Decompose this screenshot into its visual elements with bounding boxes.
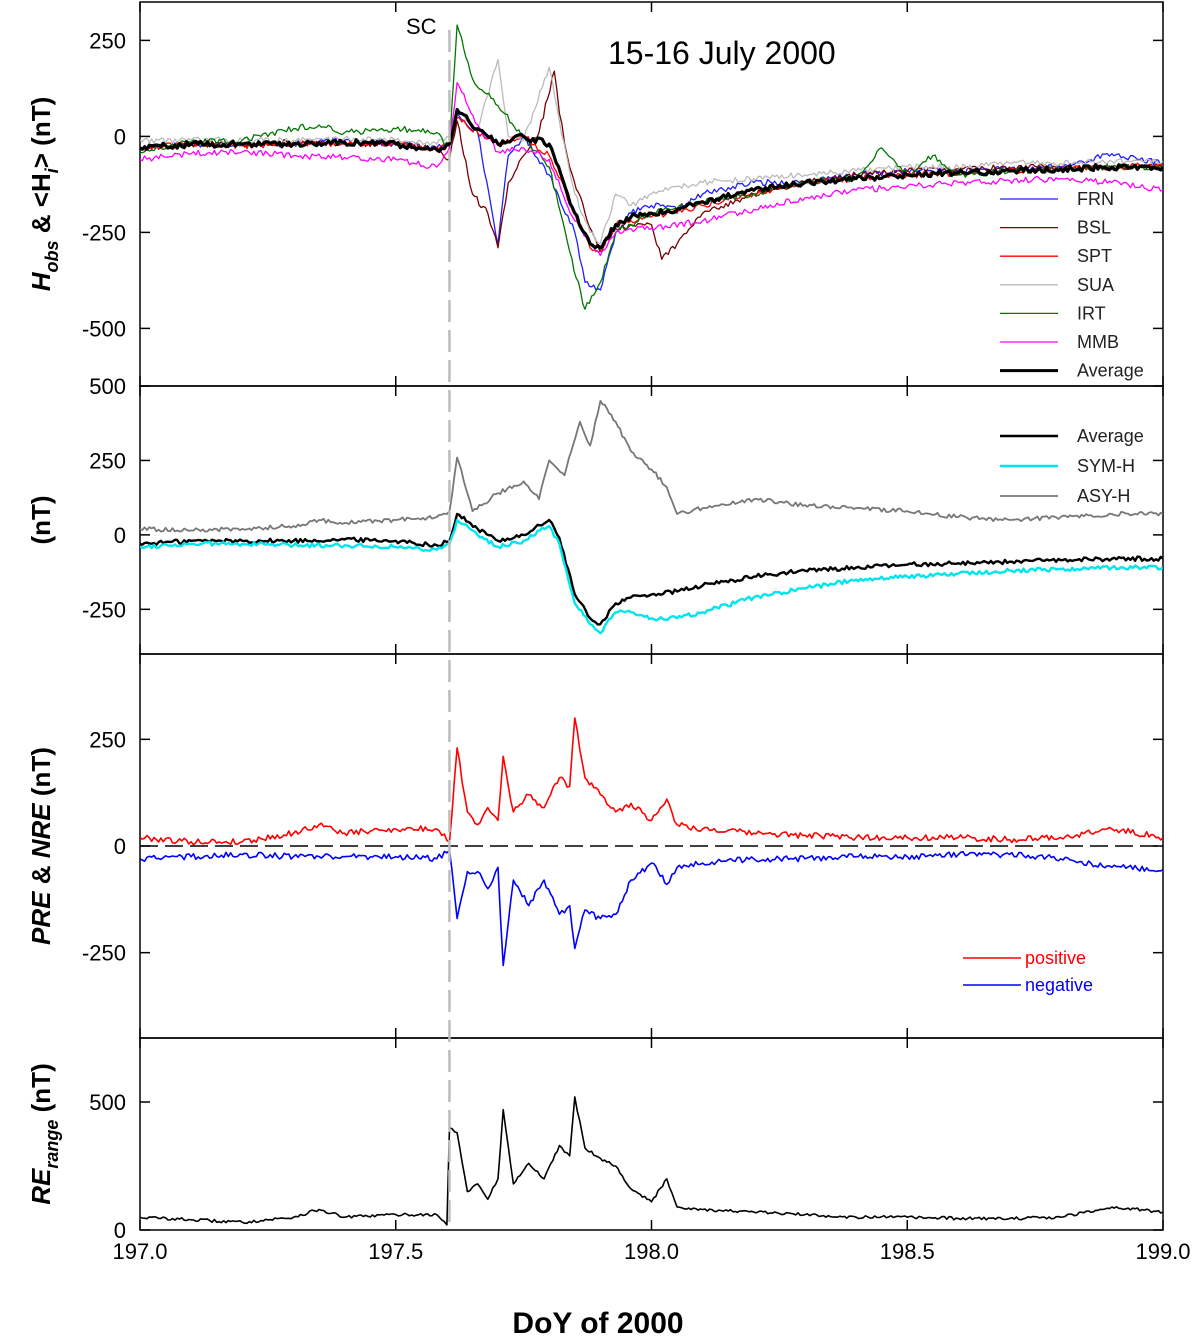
legend-label-irt: IRT (1077, 303, 1106, 323)
ylabel-bottom-main: RE (26, 1168, 56, 1205)
y-axis-second: 500 250 0 -250 (82, 374, 1163, 622)
legend-label-sua: SUA (1077, 275, 1114, 295)
y-tick-label: 250 (89, 727, 126, 752)
ylabel-third-b: NRE (26, 803, 56, 859)
series-line-3-range (140, 1096, 1163, 1226)
series-line-0-spt (140, 116, 1163, 253)
series-line-1-sym-h (140, 518, 1163, 635)
y-axis-label-third: PRE & NRE (nT) (26, 747, 56, 945)
x-tick-label: 197.0 (112, 1239, 167, 1264)
ylabel-third-mid: & (26, 858, 56, 891)
y-tick-label: 250 (89, 28, 126, 53)
legend-top: FRN BSL SPT SUA IRT MMB Average (1000, 189, 1144, 381)
x-axis-label: DoY of 2000 (512, 1307, 683, 1340)
legend-second: Average SYM-H ASY-H (1000, 426, 1144, 506)
ylabel-top-main: H (26, 271, 56, 291)
legend-label-bsl: BSL (1077, 218, 1111, 238)
y-axis-label-top: Hobs & <Hi> (nT) (26, 97, 62, 292)
legend-label-frn: FRN (1077, 189, 1114, 209)
y-tick-label: -250 (82, 941, 126, 966)
legend-label-negative: negative (1025, 975, 1093, 995)
legend-label-spt: SPT (1077, 246, 1112, 266)
series-line-2-negative (140, 849, 1163, 967)
series-line-0-bsl (140, 70, 1163, 260)
x-tick-label: 198.0 (624, 1239, 679, 1264)
ylabel-third-tail: (nT) (26, 747, 56, 803)
y-tick-label: 0 (114, 1218, 126, 1243)
x-axis: 197.0 197.5 198.0 198.5 199.0 (112, 2, 1191, 1264)
y-tick-label: 250 (89, 448, 126, 473)
ylabel-bottom-sub: range (42, 1120, 62, 1169)
series-line-0-mmb (140, 81, 1163, 257)
ylabel-bottom-tail: (nT) (26, 1063, 56, 1119)
series-line-1-average (140, 512, 1163, 626)
plot-area-bottom (140, 1096, 1163, 1226)
y-tick-label: 0 (114, 523, 126, 548)
x-tick-label: 197.5 (368, 1239, 423, 1264)
series-line-2-positive (140, 717, 1163, 846)
sc-label: SC (406, 14, 437, 39)
legend-label-asy-h: ASY-H (1077, 486, 1130, 506)
ylabel-top-tail: > (nT) (26, 97, 56, 169)
series-line-0-sua (140, 58, 1163, 245)
series-line-0-average (140, 107, 1163, 250)
y-axis-third: 250 0 -250 (82, 727, 1163, 966)
y-axis-top: 250 0 -250 -500 (82, 28, 1163, 341)
y-tick-label: 0 (114, 124, 126, 149)
legend-label-average: Average (1077, 426, 1144, 446)
y-tick-label: 500 (89, 1090, 126, 1115)
legend-label-average: Average (1077, 361, 1144, 381)
plot-area-third (140, 717, 1163, 967)
chart-title: 15-16 July 2000 (608, 35, 836, 71)
y-tick-label: -250 (82, 220, 126, 245)
y-tick-label: -250 (82, 597, 126, 622)
legend-third: positive negative (963, 948, 1093, 995)
y-axis-bottom: 500 0 (89, 1090, 1163, 1243)
y-tick-label: -500 (82, 316, 126, 341)
legend-label-sym-h: SYM-H (1077, 456, 1135, 476)
plot-area-second (140, 399, 1163, 635)
ylabel-top-sub2: i (42, 167, 62, 173)
legend-label-mmb: MMB (1077, 332, 1119, 352)
x-tick-label: 199.0 (1135, 1239, 1190, 1264)
legend-label-positive: positive (1025, 948, 1086, 968)
ylabel-top-sub1: obs (42, 240, 62, 272)
series-line-1-asy-h (140, 399, 1163, 533)
y-tick-label: 500 (89, 374, 126, 399)
ylabel-top-mid: & <H (26, 173, 56, 240)
y-axis-label-second: (nT) (26, 495, 56, 544)
x-tick-label: 198.5 (880, 1239, 935, 1264)
y-tick-label: 0 (114, 834, 126, 859)
plot-area-top (140, 24, 1163, 310)
y-axis-label-bottom: RErange (nT) (26, 1063, 62, 1204)
ylabel-third-a: PRE (26, 891, 56, 945)
